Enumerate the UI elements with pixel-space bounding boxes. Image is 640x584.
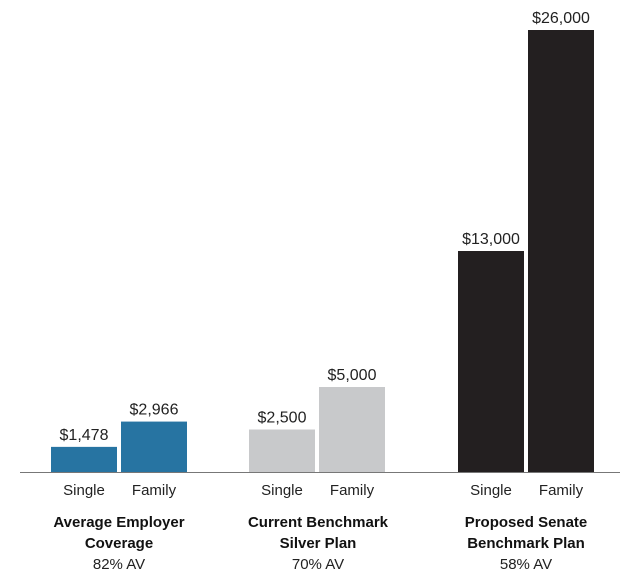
bar-0-family bbox=[121, 421, 187, 472]
group-title-line1: Current Benchmark bbox=[247, 514, 389, 531]
bar-2-single bbox=[458, 251, 524, 472]
group-title-line1: Proposed Senate bbox=[464, 514, 588, 531]
tick-label-single: Single bbox=[261, 482, 303, 499]
group-av-employer: 82% AV bbox=[92, 556, 146, 573]
value-label: $2,966 bbox=[130, 402, 179, 419]
tick-label-single: Single bbox=[63, 482, 105, 499]
group-title-line2: Benchmark Plan bbox=[467, 535, 585, 552]
tick-label-family: Family bbox=[539, 482, 584, 499]
group-title-silver: Current Benchmark Silver Plan bbox=[218, 512, 418, 554]
group-title-senate: Proposed Senate Benchmark Plan bbox=[426, 512, 626, 554]
group-av-silver: 70% AV bbox=[291, 556, 345, 573]
group-title-line2: Coverage bbox=[84, 535, 154, 552]
value-label: $1,478 bbox=[60, 427, 109, 444]
bar-1-single bbox=[249, 429, 315, 472]
tick-label-family: Family bbox=[330, 482, 375, 499]
group-title-employer: Average Employer Coverage bbox=[19, 512, 219, 554]
bar-1-family bbox=[319, 387, 385, 472]
tick-label-single: Single bbox=[470, 482, 512, 499]
value-label: $26,000 bbox=[532, 10, 590, 27]
group-title-line1: Average Employer bbox=[53, 514, 185, 531]
value-label: $2,500 bbox=[258, 410, 307, 427]
value-label: $13,000 bbox=[462, 231, 520, 248]
bar-2-family bbox=[528, 30, 594, 472]
value-label: $5,000 bbox=[328, 367, 377, 384]
group-title-line2: Silver Plan bbox=[279, 535, 357, 552]
bar-chart: $1,478 Single $2,966 Family $2,500 Single $5,0… bbox=[20, 10, 620, 499]
tick-label-family: Family bbox=[132, 482, 177, 499]
bar-0-single bbox=[51, 446, 117, 472]
group-av-senate: 58% AV bbox=[499, 556, 553, 573]
